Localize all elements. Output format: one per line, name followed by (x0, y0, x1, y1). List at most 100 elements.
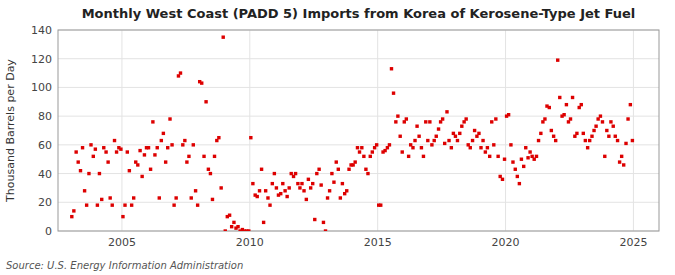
point (366, 172, 369, 175)
point (454, 135, 457, 138)
point (256, 195, 259, 198)
point (85, 203, 88, 206)
point (174, 196, 177, 199)
point (609, 120, 612, 123)
point (70, 215, 73, 218)
point (624, 142, 627, 145)
x-grid-line (121, 30, 122, 231)
point (162, 132, 165, 135)
point (496, 155, 499, 158)
point (371, 150, 374, 153)
point (149, 168, 152, 171)
point (200, 81, 203, 84)
point (599, 114, 602, 117)
point (311, 182, 314, 185)
point (119, 147, 122, 150)
point (484, 150, 487, 153)
point (388, 143, 391, 146)
point (185, 160, 188, 163)
point (417, 135, 420, 138)
point (456, 139, 459, 142)
point (266, 196, 269, 199)
x-grid-line (377, 30, 378, 231)
point (473, 129, 476, 132)
point (219, 186, 222, 189)
point (490, 120, 493, 123)
point (426, 139, 429, 142)
point (435, 135, 438, 138)
point (618, 160, 621, 163)
point (622, 163, 625, 166)
point (213, 155, 216, 158)
point (612, 124, 615, 127)
point (433, 139, 436, 142)
point (319, 183, 322, 186)
point (190, 196, 193, 199)
point (74, 150, 77, 153)
point (209, 172, 212, 175)
point (106, 160, 109, 163)
point (565, 103, 568, 106)
point (111, 203, 114, 206)
y-tick-label: 100 (31, 81, 52, 94)
point (326, 196, 329, 199)
point (518, 182, 521, 185)
point (96, 203, 99, 206)
y-grid-line (58, 87, 659, 88)
point (345, 189, 348, 192)
point (543, 117, 546, 120)
point (153, 153, 156, 156)
point (143, 153, 146, 156)
point (514, 168, 517, 171)
point (516, 175, 519, 178)
point (100, 198, 103, 201)
point (275, 186, 278, 189)
point (249, 136, 252, 139)
point (115, 150, 118, 153)
point (160, 139, 163, 142)
x-tick-label: 2025 (619, 236, 647, 249)
point (592, 129, 595, 132)
point (605, 129, 608, 132)
y-tick-label: 60 (38, 139, 52, 152)
point (535, 155, 538, 158)
point (428, 120, 431, 123)
point (396, 114, 399, 117)
y-tick-label: 120 (31, 53, 52, 66)
point (330, 172, 333, 175)
point (121, 215, 124, 218)
point (179, 71, 182, 74)
point (405, 117, 408, 120)
point (172, 203, 175, 206)
point (232, 221, 235, 224)
y-tick-label: 0 (45, 225, 52, 238)
point (347, 168, 350, 171)
point (77, 160, 80, 163)
x-tick-label: 2020 (492, 236, 520, 249)
point (450, 146, 453, 149)
point (273, 172, 276, 175)
point (164, 160, 167, 163)
point (83, 189, 86, 192)
point (364, 168, 367, 171)
point (89, 143, 92, 146)
point (358, 150, 361, 153)
point (616, 139, 619, 142)
point (558, 96, 561, 99)
plot-frame (58, 30, 659, 231)
point (168, 117, 171, 120)
point (407, 155, 410, 158)
point (287, 186, 290, 189)
point (126, 150, 129, 153)
point (94, 147, 97, 150)
point (166, 146, 169, 149)
x-grid-line (249, 30, 250, 231)
point (369, 155, 372, 158)
point (562, 113, 565, 116)
point (629, 103, 632, 106)
point (187, 155, 190, 158)
point (390, 67, 393, 70)
point (194, 189, 197, 192)
point (181, 143, 184, 146)
point (294, 172, 297, 175)
